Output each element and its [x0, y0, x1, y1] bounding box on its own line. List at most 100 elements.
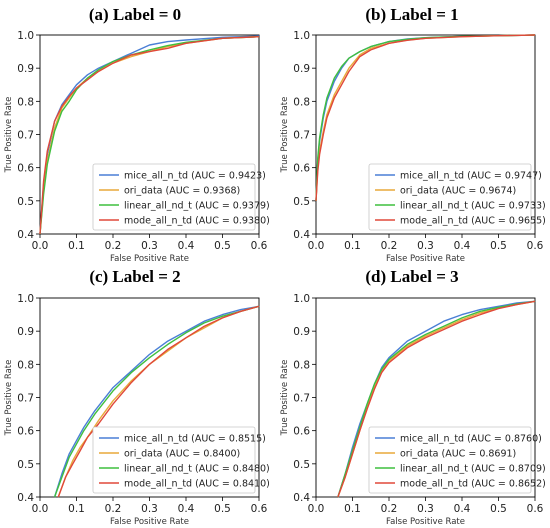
- chart-title: (a) Label = 0: [89, 5, 181, 24]
- x-tick-label: 0.5: [214, 503, 231, 515]
- legend-entry: mice_all_n_td (AUC = 0.8515): [124, 434, 266, 445]
- x-tick-label: 0.0: [308, 503, 325, 515]
- x-tick-label: 0.3: [417, 503, 434, 515]
- legend-entry: ori_data (AUC = 0.9674): [400, 186, 516, 197]
- chart-title: (d) Label = 3: [365, 267, 458, 286]
- x-tick-label: 0.0: [32, 240, 49, 252]
- y-axis-label: True Positive Rate: [4, 97, 14, 174]
- legend-box: [92, 163, 256, 231]
- x-tick-label: 0.4: [178, 240, 195, 252]
- legend-box: [92, 426, 256, 494]
- y-tick-label: 0.4: [293, 229, 310, 241]
- series-line-mode_all_n_td: [337, 300, 536, 498]
- x-tick-label: 0.5: [214, 240, 231, 252]
- x-tick-label: 0.1: [344, 240, 361, 252]
- x-tick-label: 0.6: [251, 240, 268, 252]
- legend-entry: ori_data (AUC = 0.8400): [124, 449, 240, 460]
- x-tick-label: 0.1: [68, 503, 85, 515]
- legend-entry: mode_all_n_td (AUC = 0.8652): [400, 479, 546, 490]
- legend-entry: linear_all_nd_t (AUC = 0.9733): [400, 201, 546, 212]
- y-tick-label: 1.0: [293, 30, 310, 42]
- series-line-mode_all_n_td: [57, 305, 260, 498]
- y-tick-label: 0.6: [17, 163, 34, 175]
- legend-entry: linear_all_nd_t (AUC = 0.8709): [400, 464, 546, 475]
- x-tick-label: 0.2: [105, 240, 122, 252]
- x-tick-label: 0.2: [381, 240, 398, 252]
- x-tick-label: 0.3: [141, 503, 158, 515]
- x-tick-label: 0.4: [454, 240, 471, 252]
- series-line-linear_all_nd_t: [39, 36, 260, 235]
- chart-panel-3: (c) Label = 2 0.0 0.1 0.2 0.3 0.4 0.5 0.6 0.4 0.5…: [4, 267, 270, 527]
- x-tick-label: 0.0: [32, 503, 49, 515]
- x-tick-label: 0.5: [490, 503, 507, 515]
- y-axis-label: True Positive Rate: [280, 97, 290, 174]
- legend-entry: mode_all_n_td (AUC = 0.9380): [124, 216, 270, 227]
- x-tick-label: 0.1: [68, 240, 85, 252]
- y-tick-label: 1.0: [293, 293, 310, 305]
- x-tick-label: 0.6: [527, 240, 544, 252]
- y-tick-label: 0.7: [17, 130, 34, 142]
- y-tick-label: 0.9: [293, 326, 310, 338]
- y-tick-label: 0.5: [17, 196, 34, 208]
- x-tick-label: 0.1: [344, 503, 361, 515]
- series-line-mode_all_n_td: [315, 34, 536, 201]
- legend-entry: linear_all_nd_t (AUC = 0.9379): [124, 201, 270, 212]
- y-tick-label: 0.4: [293, 492, 310, 504]
- legend-entry: mode_all_n_td (AUC = 0.8410): [124, 479, 270, 490]
- x-tick-label: 0.0: [308, 240, 325, 252]
- chart-title: (c) Label = 2: [89, 267, 180, 286]
- y-tick-label: 0.9: [17, 63, 34, 75]
- x-axis-label: False Positive Rate: [386, 254, 465, 264]
- chart-title: (b) Label = 1: [365, 5, 458, 24]
- series-line-mode_all_n_td: [39, 36, 260, 235]
- y-tick-label: 0.6: [293, 163, 310, 175]
- y-tick-label: 1.0: [17, 30, 34, 42]
- y-tick-label: 0.5: [293, 196, 310, 208]
- x-tick-label: 0.4: [178, 503, 195, 515]
- x-tick-label: 0.3: [141, 240, 158, 252]
- legend-entry: mice_all_n_td (AUC = 0.9747): [400, 171, 542, 182]
- x-tick-label: 0.5: [490, 240, 507, 252]
- legend-entry: ori_data (AUC = 0.9368): [124, 186, 240, 197]
- y-tick-label: 0.7: [293, 393, 310, 405]
- y-tick-label: 0.6: [293, 426, 310, 438]
- legend-entry: mice_all_n_td (AUC = 0.9423): [124, 171, 266, 182]
- y-tick-label: 0.5: [17, 459, 34, 471]
- legend-box: [368, 426, 532, 494]
- x-tick-label: 0.3: [417, 240, 434, 252]
- chart-panel-2: (b) Label = 1 0.0 0.1 0.2 0.3 0.4 0.5 0.6 0.4 0.5…: [280, 5, 546, 264]
- y-tick-label: 0.4: [17, 492, 34, 504]
- y-tick-label: 0.9: [17, 326, 34, 338]
- chart-panel-1: (a) Label = 0 0.0 0.1 0.2 0.3 0.4 0.5 0.6 0.4 0.5…: [4, 5, 270, 264]
- y-tick-label: 0.7: [17, 393, 34, 405]
- y-tick-label: 0.8: [17, 359, 34, 371]
- series-line-linear_all_nd_t: [53, 305, 260, 498]
- series-line-mice_all_n_td: [53, 305, 260, 498]
- legend-entry: ori_data (AUC = 0.8691): [400, 449, 516, 460]
- y-tick-label: 0.8: [293, 96, 310, 108]
- chart-panel-4: (d) Label = 3 0.0 0.1 0.2 0.3 0.4 0.5 0.6 0.4 0.5…: [280, 267, 546, 527]
- y-tick-label: 0.9: [293, 63, 310, 75]
- x-tick-label: 0.6: [251, 503, 268, 515]
- x-axis-label: False Positive Rate: [386, 517, 465, 527]
- legend-entry: mode_all_n_td (AUC = 0.9655): [400, 216, 546, 227]
- y-axis-label: True Positive Rate: [280, 360, 290, 437]
- x-axis-label: False Positive Rate: [110, 517, 189, 527]
- y-tick-label: 0.7: [293, 130, 310, 142]
- y-tick-label: 0.4: [17, 229, 34, 241]
- legend-entry: mice_all_n_td (AUC = 0.8760): [400, 434, 542, 445]
- x-tick-label: 0.2: [381, 503, 398, 515]
- x-tick-label: 0.2: [105, 503, 122, 515]
- legend-entry: linear_all_nd_t (AUC = 0.8480): [124, 464, 270, 475]
- x-axis-label: False Positive Rate: [110, 254, 189, 264]
- x-tick-label: 0.6: [527, 503, 544, 515]
- y-tick-label: 0.8: [17, 96, 34, 108]
- y-axis-label: True Positive Rate: [4, 360, 14, 437]
- series-line-mice_all_n_td: [337, 300, 536, 498]
- y-tick-label: 0.5: [293, 459, 310, 471]
- y-tick-label: 1.0: [17, 293, 34, 305]
- legend-box: [368, 163, 532, 231]
- x-tick-label: 0.4: [454, 503, 471, 515]
- series-line-linear_all_nd_t: [337, 300, 536, 498]
